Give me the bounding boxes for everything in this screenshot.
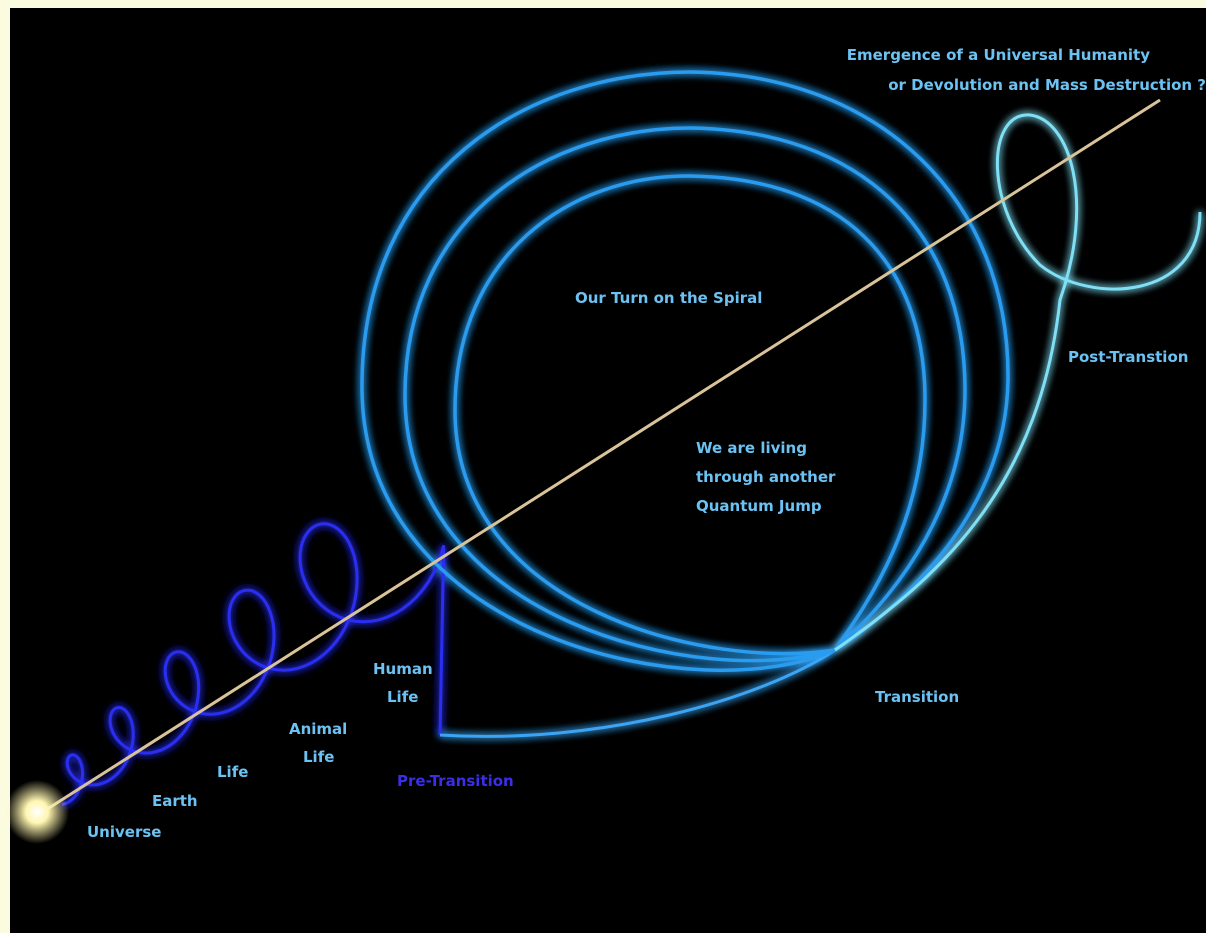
heading: Emergence of a Universal Humanity [847,46,1150,64]
label: through another [696,468,836,486]
label: Human [373,660,433,678]
transition-curve [439,648,836,738]
label: Transition [875,688,959,706]
post-loop [834,113,1202,652]
spiral [61,70,1202,806]
big-loop [453,174,927,656]
big-loop [403,126,967,663]
label: Life [217,763,248,781]
heading: or Devolution and Mass Destruction ? [888,76,1206,94]
time-axis [37,98,1161,817]
origin-light [5,780,69,844]
label: Earth [152,792,198,810]
label: We are living [696,439,807,457]
label: Pre-Transition [397,772,514,790]
label: Quantum Jump [696,497,822,515]
label: Post-Transtion [1068,348,1188,366]
label: Universe [87,823,161,841]
early-spiral [61,522,446,806]
big-loop [360,70,1010,672]
label: Life [387,688,418,706]
label: Life [303,748,334,766]
label: Animal [289,720,347,738]
background [10,8,1206,933]
label: Our Turn on the Spiral [575,289,762,307]
